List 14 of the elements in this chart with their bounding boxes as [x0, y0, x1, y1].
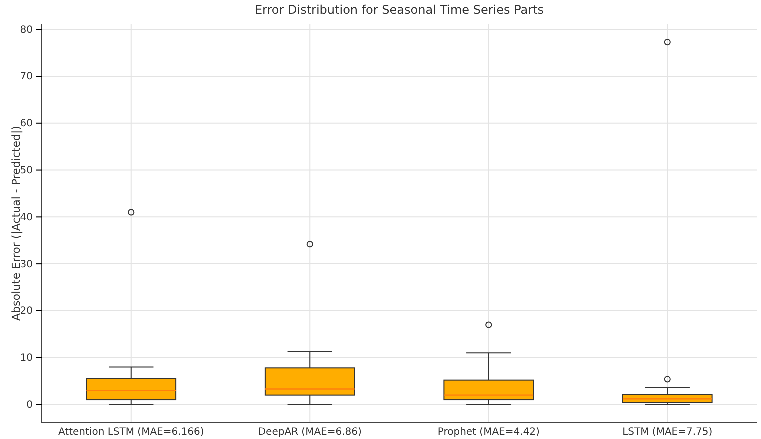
y-tick-label: 70: [20, 72, 33, 83]
y-tick-label: 40: [20, 212, 33, 224]
y-tick-label: 20: [20, 306, 33, 318]
x-tick-label: LSTM (MAE=7.75): [622, 427, 713, 438]
x-tick-label: Attention LSTM (MAE=6.166): [58, 427, 204, 438]
x-tick-label: Prophet (MAE=4.42): [438, 427, 540, 438]
chart-title: Error Distribution for Seasonal Time Series Parts: [254, 3, 544, 17]
y-tick-label: 50: [20, 165, 33, 176]
y-tick-label: 30: [20, 259, 33, 270]
y-tick-label: 80: [20, 24, 33, 36]
y-tick-label: 60: [20, 118, 33, 130]
x-tick-label: DeepAR (MAE=6.86): [258, 427, 362, 438]
y-tick-label: 10: [20, 353, 33, 364]
y-tick-label: 0: [26, 400, 33, 411]
